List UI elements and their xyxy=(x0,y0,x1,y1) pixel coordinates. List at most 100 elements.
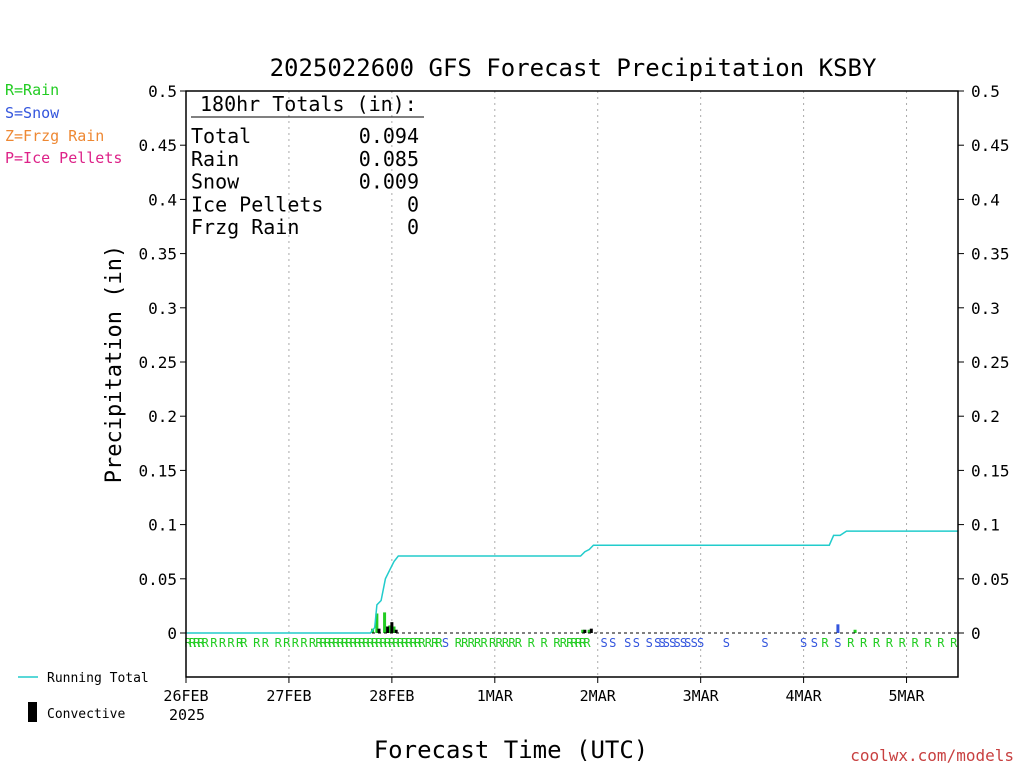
ptype-marker: R xyxy=(236,636,244,650)
x-tick-label: 4MAR xyxy=(786,687,823,705)
ptype-marker: R xyxy=(455,636,463,650)
ptype-marker: S xyxy=(646,636,653,650)
y-tick-label: 0.05 xyxy=(138,570,177,589)
ptype-marker: S xyxy=(800,636,807,650)
ptype-marker: S xyxy=(723,636,730,650)
ptype-marker: S xyxy=(442,636,449,650)
convective-legend-swatch xyxy=(28,702,37,722)
ptype-marker: R xyxy=(185,636,193,650)
ptype-marker: R xyxy=(911,636,919,650)
x-tick-label: 5MAR xyxy=(888,687,925,705)
rain-bar xyxy=(388,625,392,633)
ptype-marker: R xyxy=(566,636,574,650)
ptype-marker: S xyxy=(663,636,670,650)
ptype-marker: R xyxy=(350,636,358,650)
ptype-marker: S xyxy=(673,636,680,650)
rain-bar xyxy=(853,629,857,633)
ptype-marker: R xyxy=(388,636,396,650)
convective-bar xyxy=(394,629,398,633)
y-tick-label-right: 0.1 xyxy=(971,516,1000,535)
ptype-marker: R xyxy=(886,636,894,650)
ptype-marker: R xyxy=(202,636,210,650)
y-tick-label-right: 0.3 xyxy=(971,299,1000,318)
ptype-marker: R xyxy=(847,636,855,650)
chart-title: 2025022600 GFS Forecast Precipitation KS… xyxy=(270,54,877,82)
totals-row-label: Total xyxy=(191,124,251,148)
x-tick-label: 26FEB xyxy=(163,687,208,705)
convective-bar xyxy=(589,628,593,633)
ptype-marker: R xyxy=(309,636,317,650)
ptype-marker: R xyxy=(515,636,523,650)
y-tick-label: 0.15 xyxy=(138,461,177,480)
ptype-marker: S xyxy=(654,636,661,650)
totals-row-value: 0.085 xyxy=(359,147,419,171)
y-tick-label-right: 0.5 xyxy=(971,82,1000,101)
legend-snow: S=Snow xyxy=(5,104,60,122)
ptype-marker: R xyxy=(363,636,371,650)
ptype-marker: R xyxy=(337,636,345,650)
ptype-marker: R xyxy=(240,636,248,650)
ptype-marker: S xyxy=(633,636,640,650)
convective-bar xyxy=(386,626,390,633)
ptype-marker: R xyxy=(292,636,300,650)
ptype-marker: R xyxy=(431,636,439,650)
y-tick-label-right: 0.05 xyxy=(971,570,1010,589)
ptype-marker: R xyxy=(393,636,401,650)
ptype-marker: R xyxy=(210,636,218,650)
ptype-marker: R xyxy=(253,636,261,650)
plot-frame xyxy=(185,90,959,678)
ptype-marker: S xyxy=(609,636,616,650)
ptype-marker: S xyxy=(691,636,698,650)
ptype-marker: R xyxy=(583,636,591,650)
ptype-marker: R xyxy=(468,636,476,650)
ptype-marker: R xyxy=(197,636,205,650)
x-tick-label: 2MAR xyxy=(580,687,617,705)
y-tick-label: 0.35 xyxy=(138,245,177,264)
ptype-marker: S xyxy=(624,636,631,650)
totals-row-label: Snow xyxy=(191,170,240,194)
ptype-marker: R xyxy=(579,636,587,650)
ptype-marker: R xyxy=(899,636,907,650)
ptype-marker: S xyxy=(669,636,676,650)
y-tick-label-right: 0.15 xyxy=(971,461,1010,480)
ptype-marker: R xyxy=(821,636,829,650)
ptype-marker: R xyxy=(345,636,353,650)
rain-bar xyxy=(581,629,585,633)
totals-row-value: 0.009 xyxy=(359,170,419,194)
ptype-marker: S xyxy=(680,636,687,650)
convective-bar xyxy=(583,629,587,633)
ptype-marker: R xyxy=(937,636,945,650)
y-tick-label: 0.1 xyxy=(148,516,177,535)
ptype-marker: R xyxy=(924,636,932,650)
y-tick-label-right: 0.25 xyxy=(971,353,1010,372)
ptype-marker: S xyxy=(761,636,768,650)
ptype-marker: R xyxy=(502,636,510,650)
totals-row-label: Ice Pellets xyxy=(191,192,323,216)
ptype-marker: R xyxy=(414,636,422,650)
ptype-marker: R xyxy=(571,636,579,650)
ptype-marker: R xyxy=(380,636,388,650)
y-ticks: 0 00.05 0.050.1 0.10.15 0.150.2 0.20.25 0.250.… xyxy=(138,82,1009,643)
ptype-marker: S xyxy=(834,636,841,650)
y-tick-label: 0.3 xyxy=(148,299,177,318)
x-tick-label: 1MAR xyxy=(477,687,514,705)
y-tick-label-right: 0.45 xyxy=(971,136,1010,155)
totals-row-label: Frzg Rain xyxy=(191,215,299,239)
totals-heading: 180hr Totals (in): xyxy=(200,92,417,116)
y-tick-label-right: 0 xyxy=(971,624,981,643)
y-axis-label: Precipitation (in) xyxy=(102,245,127,483)
ptype-marker: R xyxy=(275,636,283,650)
ptype-marker: R xyxy=(508,636,516,650)
ptype-marker: R xyxy=(332,636,340,650)
y-tick-label-right: 0.4 xyxy=(971,190,1000,209)
ptype-marker: R xyxy=(553,636,561,650)
ptype-marker: R xyxy=(435,636,443,650)
ptype-marker: R xyxy=(367,636,375,650)
ptype-marker: R xyxy=(950,636,958,650)
ptype-marker: R xyxy=(541,636,549,650)
legend-frzg-rain: Z=Frzg Rain xyxy=(5,127,105,145)
ptype-marker: S xyxy=(658,636,665,650)
